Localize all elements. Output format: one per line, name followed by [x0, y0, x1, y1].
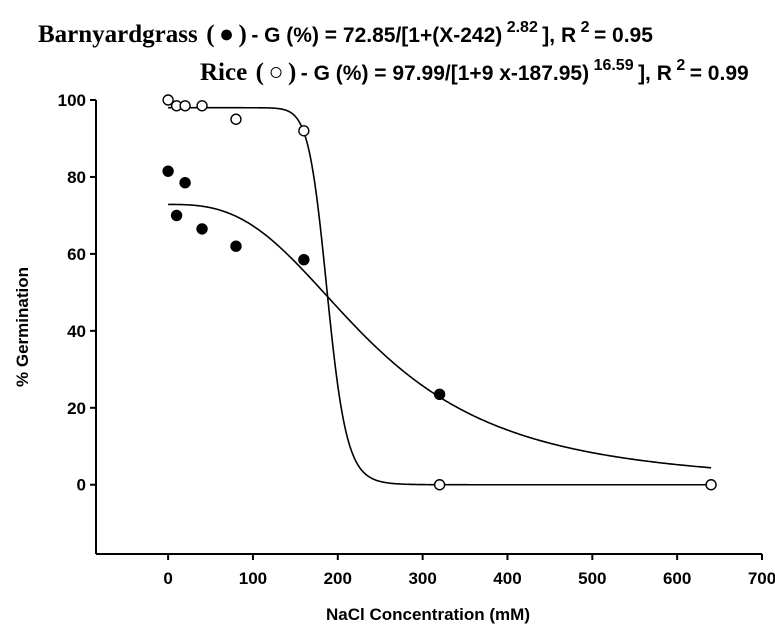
rice-equation: Rice ( ○ ) - G (%) = 97.99/[1+9 x-187.95…	[200, 57, 749, 86]
barnyard-formula-end: ], R	[542, 24, 576, 47]
rice-r2-exp: 2	[676, 57, 685, 74]
point-rice	[298, 125, 310, 137]
y-tick-label: 0	[77, 476, 86, 495]
point-barnyardgrass	[196, 223, 208, 235]
point-barnyardgrass	[162, 165, 174, 177]
point-rice	[179, 100, 191, 112]
point-barnyardgrass	[179, 177, 191, 189]
point-rice	[162, 94, 174, 106]
rice-name: Rice	[200, 59, 247, 86]
barnyard-r2-exp: 2	[581, 19, 590, 36]
y-ticks: 0 20 40 60 80 100	[58, 91, 96, 495]
barnyard-exponent: 2.82	[507, 19, 538, 36]
barnyard-formula: - G (%) = 72.85/[1+(X-242)	[251, 24, 502, 47]
x-axis-label: NaCl Concentration (mM)	[326, 605, 530, 624]
rice-formula-end: ], R	[638, 62, 672, 85]
x-tick-label: 400	[493, 569, 521, 588]
rice-r2-value: = 0.99	[690, 62, 749, 85]
filled-circle-symbol: ●	[219, 21, 234, 48]
point-rice	[230, 113, 242, 125]
y-tick-label: 80	[67, 168, 86, 187]
point-barnyardgrass	[433, 388, 446, 401]
x-tick-label: 200	[324, 569, 352, 588]
y-tick-label: 40	[67, 322, 86, 341]
axes	[95, 100, 762, 555]
point-barnyardgrass	[230, 240, 242, 252]
point-barnyardgrass	[298, 253, 310, 266]
y-axis-label: % Germination	[13, 267, 32, 387]
y-tick-label: 60	[67, 245, 86, 264]
x-tick-label: 600	[663, 569, 691, 588]
point-barnyardgrass	[170, 209, 183, 222]
barnyard-equation: Barnyardgrass ( ● ) - G (%) = 72.85/[1+(…	[38, 19, 653, 48]
y-tick-label: 20	[67, 399, 86, 418]
y-tick-label: 100	[58, 91, 86, 110]
point-rice	[433, 479, 446, 491]
barnyard-r2-value: = 0.95	[594, 24, 653, 47]
x-tick-label: 700	[748, 569, 775, 588]
fit-curves	[168, 106, 712, 486]
fit-curve-barnyardgrass	[168, 203, 712, 469]
barnyard-name: Barnyardgrass	[38, 21, 198, 48]
x-tick-label: 300	[408, 569, 436, 588]
rice-formula: - G (%) = 97.99/[1+9 x-187.95)	[301, 62, 589, 85]
x-tick-label: 500	[578, 569, 606, 588]
open-circle-symbol: ○	[268, 59, 283, 86]
x-ticks: 0 100 200 300 400 500 600 700	[163, 554, 775, 588]
data-points	[162, 94, 717, 491]
x-tick-label: 0	[163, 569, 172, 588]
rice-exponent: 16.59	[594, 57, 634, 74]
x-tick-label: 100	[239, 569, 267, 588]
fit-curve-rice	[168, 106, 712, 486]
point-rice	[196, 100, 208, 112]
point-rice	[705, 479, 717, 491]
